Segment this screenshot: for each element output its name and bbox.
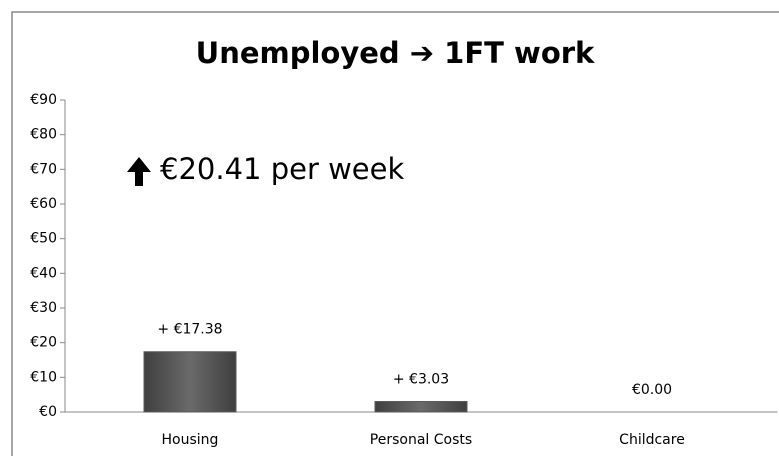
bar — [374, 400, 468, 413]
y-tick-label: €60 — [30, 196, 57, 212]
x-tick-label: Housing — [162, 432, 219, 448]
y-tick-label: €0 — [39, 404, 57, 420]
data-label: €0.00 — [632, 382, 672, 398]
y-tick-label: €70 — [30, 161, 57, 177]
x-tick-label: Childcare — [619, 432, 685, 448]
x-tick-label: Personal Costs — [370, 432, 472, 448]
y-tick-label: €30 — [30, 300, 57, 316]
y-tick-label: €90 — [30, 92, 57, 108]
bar — [143, 351, 237, 413]
y-tick-label: €80 — [30, 127, 57, 143]
annotation: €20.41 per week — [160, 152, 404, 186]
y-tick-label: €20 — [30, 335, 57, 351]
y-tick-label: €10 — [30, 369, 57, 385]
chart-title: Unemployed ➔ 1FT work — [196, 36, 595, 70]
data-label: + €3.03 — [393, 371, 449, 387]
y-tick-label: €50 — [30, 231, 57, 247]
chart-frame — [11, 11, 779, 456]
up-arrow — [127, 157, 151, 186]
data-label: + €17.38 — [157, 322, 222, 338]
y-tick-label: €40 — [30, 265, 57, 281]
